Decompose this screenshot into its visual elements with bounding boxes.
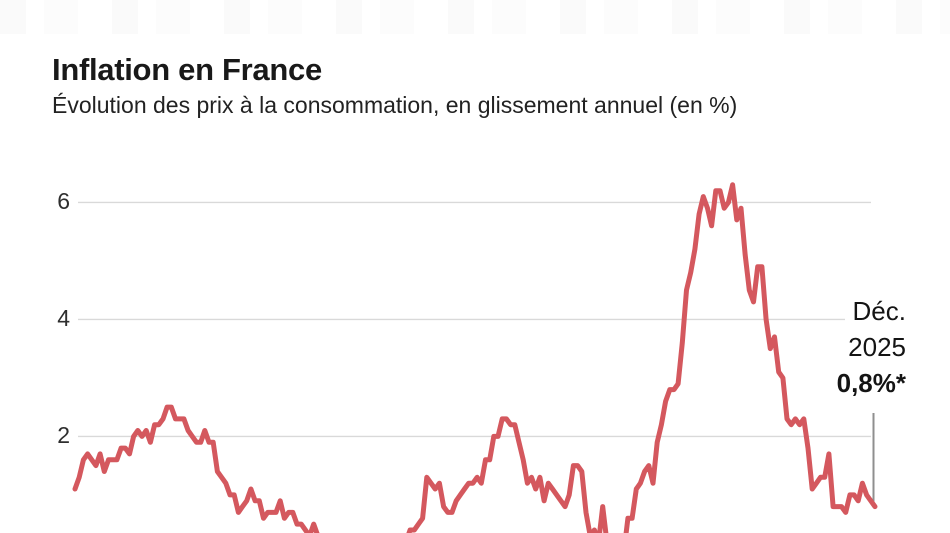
endpoint-annotation-value: 0,8%*	[836, 368, 906, 398]
y-axis-tick-6: 6	[57, 188, 70, 215]
chart-title: Inflation en France	[52, 52, 322, 87]
y-axis-tick-2: 2	[57, 422, 70, 449]
endpoint-annotation-year: 2025	[848, 332, 906, 362]
y-axis-tick-4: 4	[57, 305, 70, 332]
faded-watermark-strip	[0, 0, 950, 34]
endpoint-annotation-month: Déc.	[852, 296, 906, 326]
endpoint-annotation: Déc. 2025 0,8%*	[837, 293, 906, 401]
chart-subtitle: Évolution des prix à la consommation, en…	[52, 92, 738, 118]
inflation-series-line	[72, 182, 878, 533]
